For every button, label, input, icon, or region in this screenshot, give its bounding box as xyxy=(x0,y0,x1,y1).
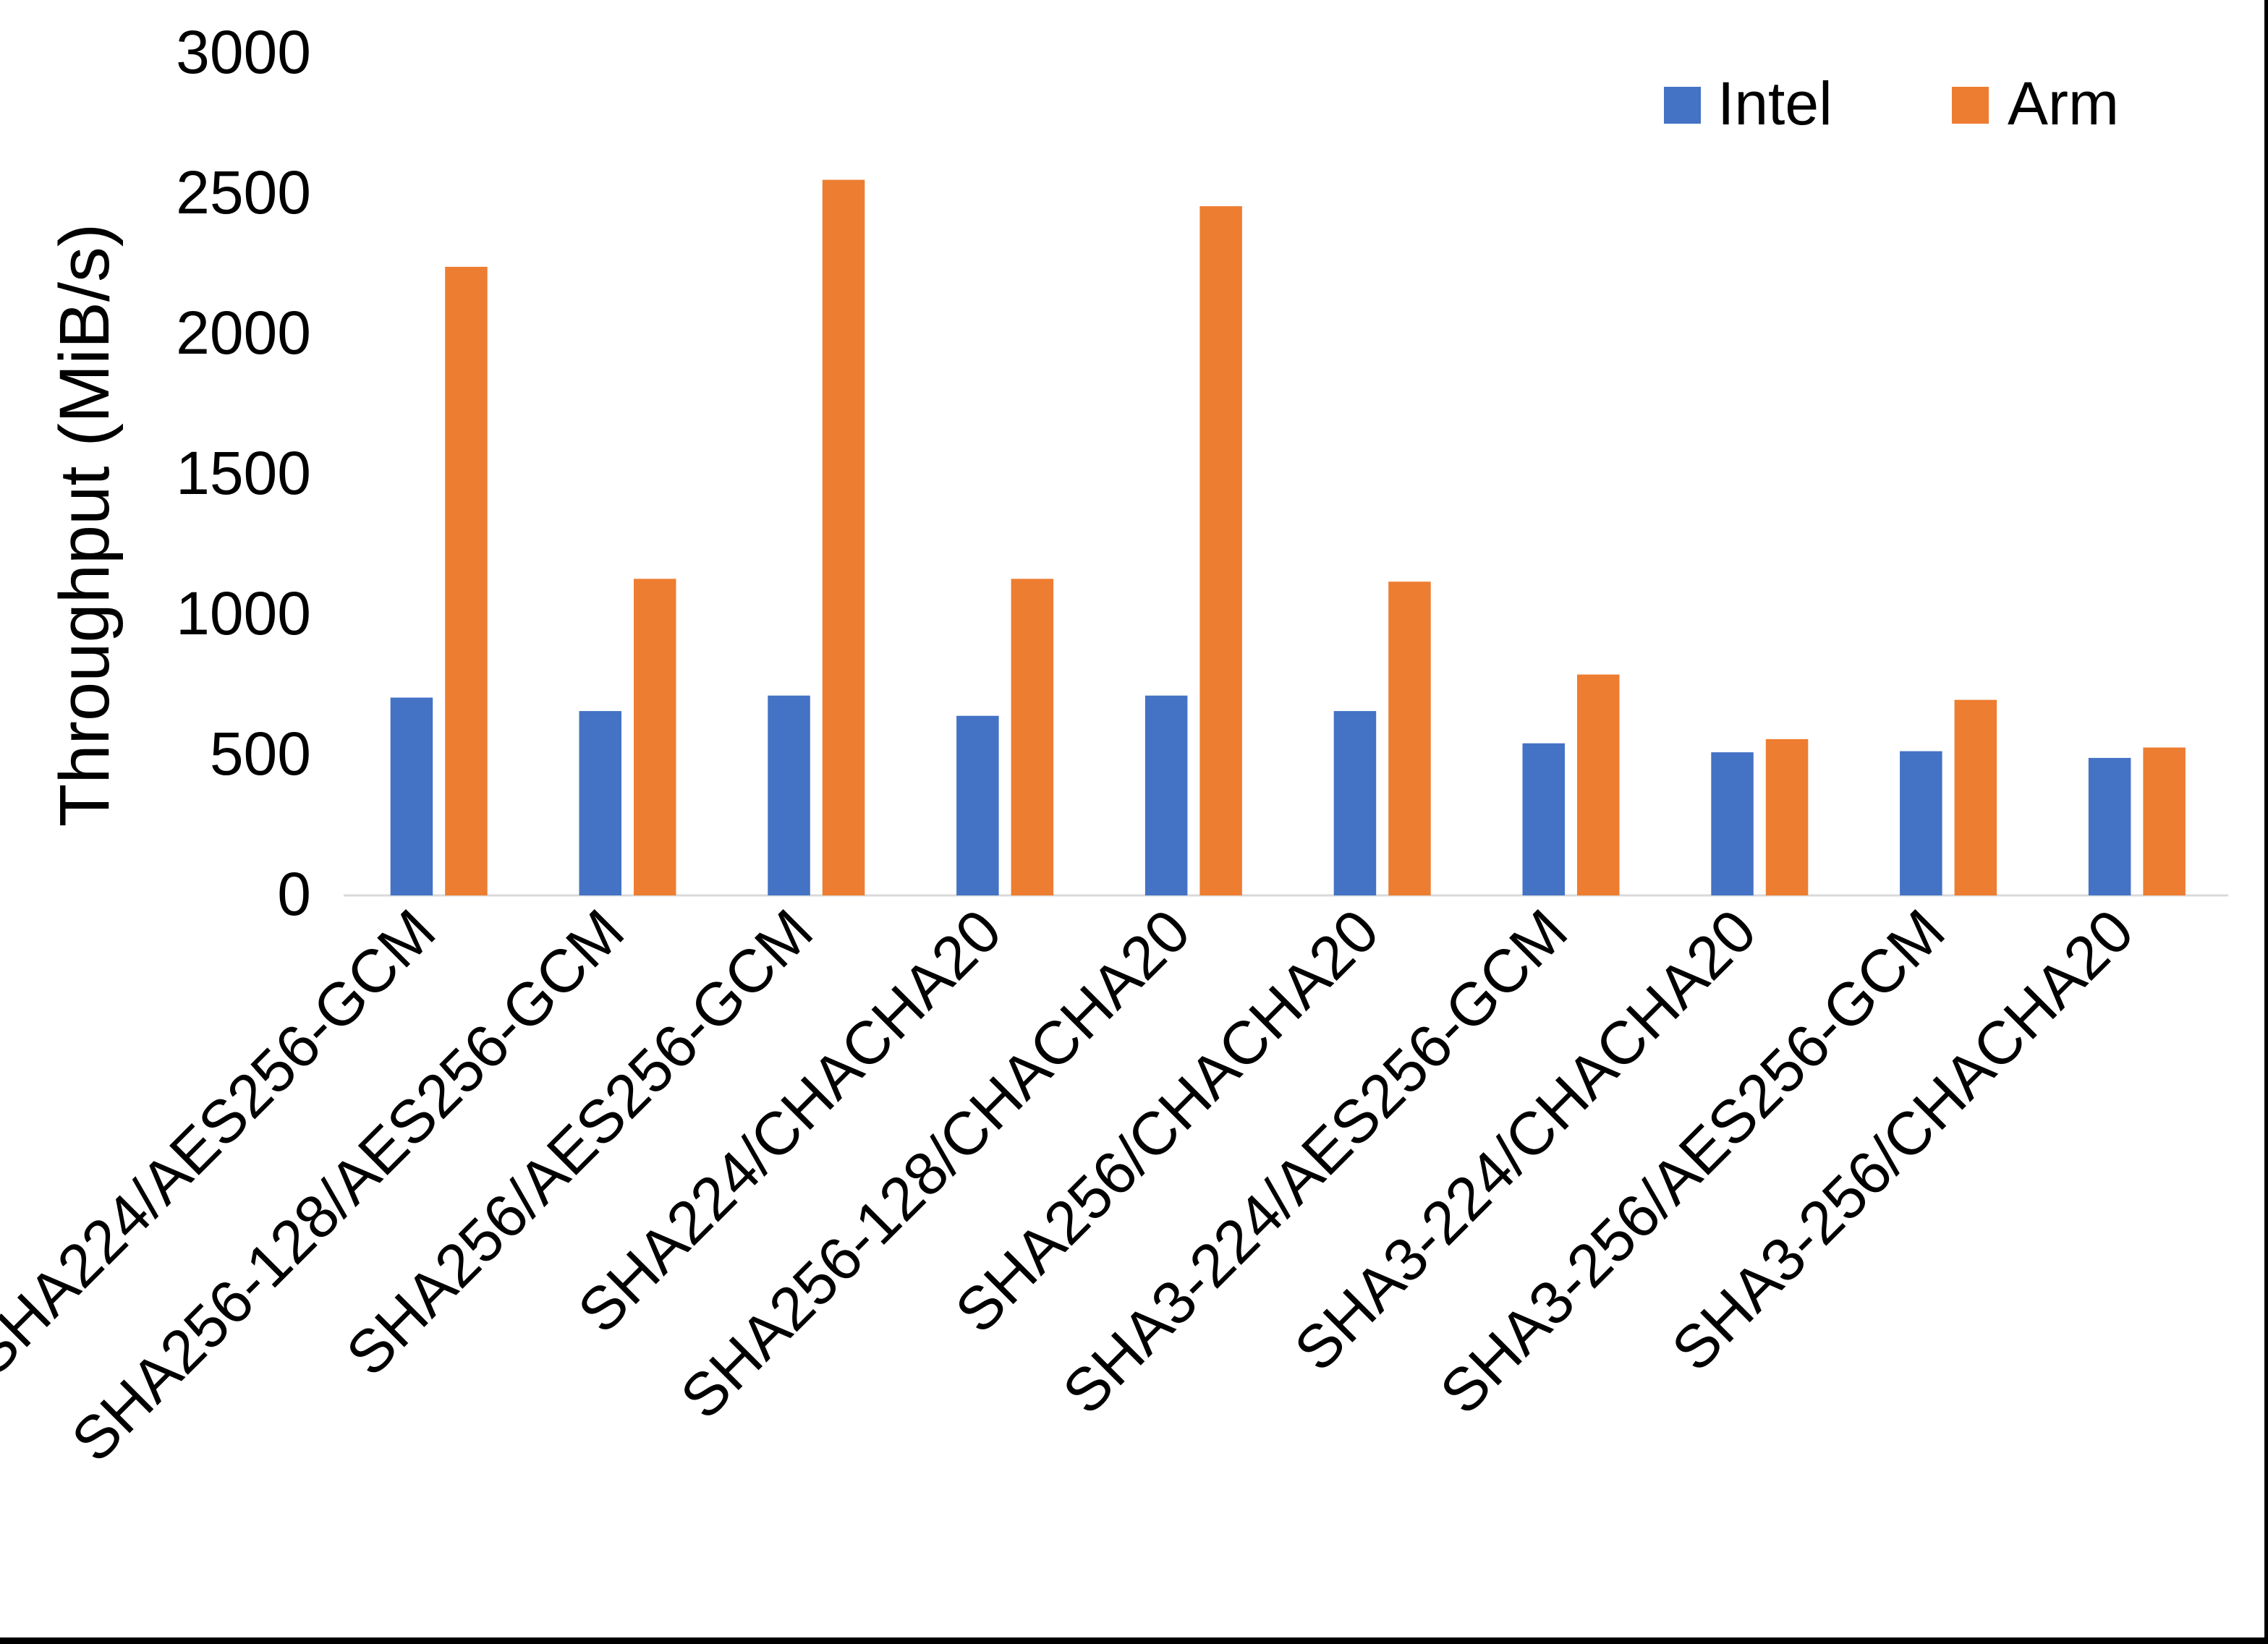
svg-text:2000: 2000 xyxy=(176,299,311,367)
svg-text:1500: 1500 xyxy=(176,439,311,507)
svg-text:Throughput (MiB/s): Throughput (MiB/s) xyxy=(45,223,124,827)
svg-text:0: 0 xyxy=(277,860,311,928)
svg-text:Arm: Arm xyxy=(2008,69,2119,137)
svg-text:Intel: Intel xyxy=(1717,69,1832,137)
svg-text:1000: 1000 xyxy=(176,579,311,647)
svg-text:2500: 2500 xyxy=(176,158,311,226)
svg-text:3000: 3000 xyxy=(176,18,311,86)
svg-text:500: 500 xyxy=(210,720,311,788)
